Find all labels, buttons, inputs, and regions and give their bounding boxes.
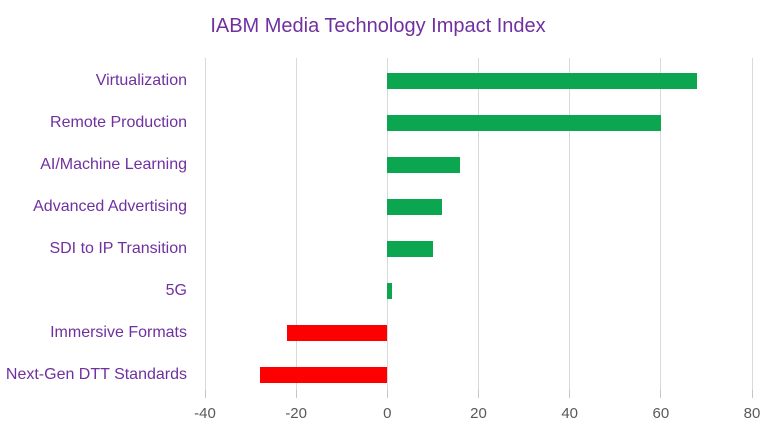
- gridline: [295, 58, 297, 390]
- bar-negative: [259, 367, 388, 383]
- axis-tick-label: 0: [383, 405, 392, 422]
- axis-tick-label: 40: [561, 405, 578, 422]
- bar-positive: [387, 73, 698, 89]
- category-label: Immersive Formats: [50, 324, 187, 341]
- gridline: [204, 58, 206, 390]
- bar-positive: [387, 157, 461, 173]
- category-label: 5G: [165, 282, 187, 299]
- axis-tick-label: -40: [194, 405, 216, 422]
- axis-tick-label: 60: [652, 405, 670, 422]
- gridline: [386, 58, 388, 390]
- bar-positive: [387, 283, 392, 299]
- axis-tick: [569, 390, 571, 398]
- gridline: [660, 58, 662, 390]
- gridline: [751, 58, 753, 390]
- category-label: Next-Gen DTT Standards: [5, 366, 187, 383]
- category-label: Remote Production: [50, 114, 187, 131]
- chart-title: IABM Media Technology Impact Index: [210, 15, 546, 37]
- category-label: SDI to IP Transition: [49, 240, 187, 257]
- axis-tick-label: 80: [743, 405, 761, 422]
- bar-negative: [287, 325, 388, 341]
- category-label: AI/Machine Learning: [40, 156, 187, 173]
- axis-tick: [751, 390, 753, 398]
- gridline: [569, 58, 571, 390]
- axis-tick-label: -20: [285, 405, 307, 422]
- category-label: Advanced Advertising: [33, 198, 187, 215]
- bar-positive: [387, 241, 433, 257]
- bar-positive: [387, 115, 661, 131]
- axis-tick-label: 20: [470, 405, 487, 422]
- category-label: Virtualization: [95, 72, 187, 89]
- axis-tick: [478, 390, 479, 398]
- axis-tick: [204, 390, 206, 398]
- axis-tick: [660, 390, 662, 398]
- axis-tick: [295, 390, 297, 398]
- bar-positive: [387, 199, 443, 215]
- axis-tick: [386, 390, 388, 398]
- gridline: [478, 58, 479, 390]
